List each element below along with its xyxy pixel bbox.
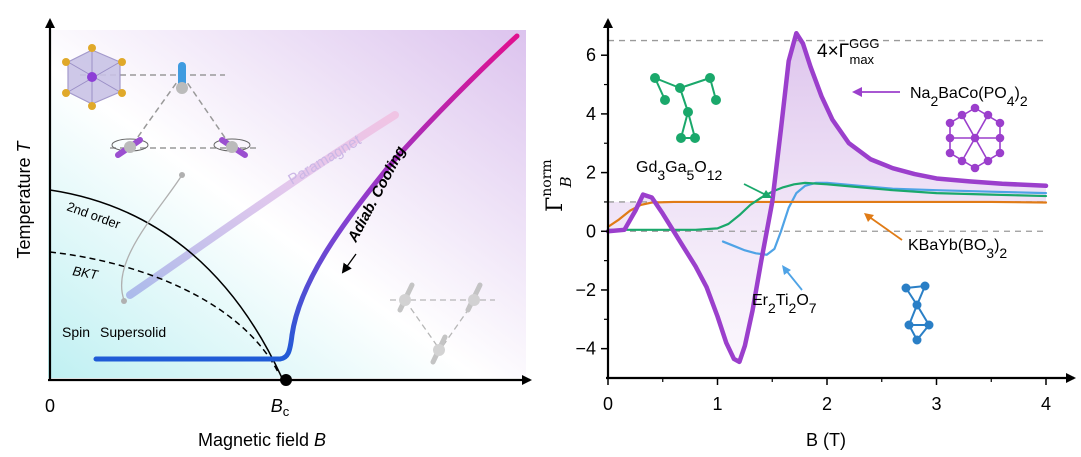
- na2baco-label: Na2BaCo(PO4)2: [910, 85, 1028, 109]
- ggg-arrowhead: [761, 190, 772, 198]
- left-x-axis-label: Magnetic field B: [198, 430, 326, 450]
- critical-field-point: [280, 374, 292, 386]
- tick-group: 0 1 2 3 4 −4 −2 0 2 4 6: [575, 25, 1051, 414]
- erti-arrowhead: [782, 265, 791, 275]
- erti-series: [721, 181, 1048, 256]
- kbayb-label: KBaYb(BO3)2: [908, 237, 1007, 261]
- kbayb-arrow: [867, 215, 903, 241]
- gruneisen-ratio-panel: 0 1 2 3 4 −4 −2 0 2 4 6 4×ΓGGG max Γnorm B B (T) Na2…: [539, 18, 1076, 450]
- y-tick-label: 2: [586, 163, 596, 183]
- second-order-boundary: [49, 189, 283, 379]
- erti-label: Er2Ti2O7: [752, 292, 817, 316]
- ggg-lattice-icon: [650, 73, 721, 143]
- left-x-tick-bc: Bc: [271, 396, 290, 419]
- spin-structure-icon: [62, 44, 260, 158]
- y-tick-label: 4: [586, 104, 596, 124]
- x-tick-label: 2: [822, 394, 832, 414]
- spin-label: Spin: [62, 324, 90, 340]
- bc-subscript: c: [283, 404, 290, 419]
- ggg-max-label: 4×ΓGGG max: [817, 36, 879, 67]
- na2baco-series: [605, 30, 1049, 365]
- na2baco-shaded-area: [608, 33, 1046, 362]
- connector-dot-top: [179, 172, 185, 178]
- bkt-label: BKT: [71, 263, 100, 282]
- y-tick-label: 0: [586, 221, 596, 241]
- y-tick-label: 6: [586, 45, 596, 65]
- supersolid-label: Supersolid: [100, 324, 166, 340]
- y-tick-label: −4: [575, 339, 596, 359]
- kbayb-series: [606, 200, 1048, 228]
- x-tick-label: 1: [712, 394, 722, 414]
- kbayb-arrowhead: [864, 213, 874, 222]
- adiabatic-cooling-curve: [93, 33, 520, 362]
- na2baco-fill: [608, 33, 1046, 362]
- right-x-axis-label: B (T): [806, 430, 846, 450]
- x-tick-label: 4: [1041, 394, 1051, 414]
- left-y-axis-label: Temperature T: [14, 139, 34, 258]
- erti-lattice-icon: [901, 281, 934, 345]
- paramagnet-band: [126, 111, 399, 299]
- x-tick-label: 0: [603, 394, 613, 414]
- connector-line: [121, 174, 183, 301]
- phase-diagram-panel: Paramagnet 2nd order BKT Spin Supersolid…: [14, 18, 532, 450]
- right-y-axis-label: Γnorm B: [539, 159, 575, 212]
- na2baco-lattice-icon: [945, 103, 1005, 173]
- x-tick-label: 3: [931, 394, 941, 414]
- phase-background: [48, 30, 526, 378]
- cooling-arrow: [341, 253, 357, 274]
- y-tick-label: −2: [575, 280, 596, 300]
- erti-arrow: [784, 268, 803, 291]
- connector-dot: [121, 298, 127, 304]
- polarized-spins-icon: [390, 282, 495, 365]
- bkt-boundary: [49, 251, 279, 373]
- left-x-tick-zero: 0: [45, 396, 55, 416]
- ggg-label: Gd3Ga5O12: [636, 159, 723, 183]
- na2baco-arrowhead: [852, 87, 862, 97]
